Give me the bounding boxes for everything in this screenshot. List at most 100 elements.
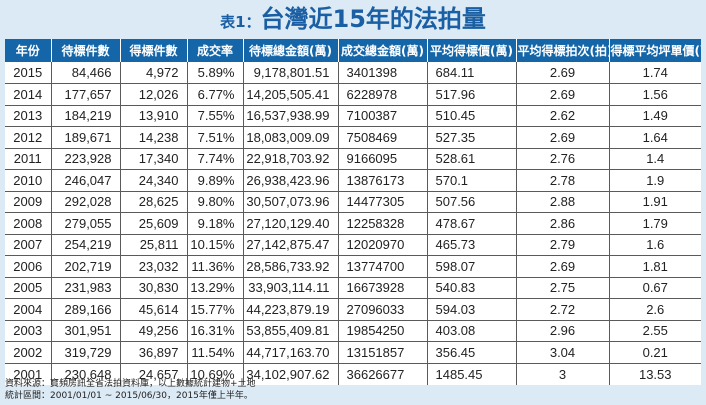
table-cell: 7508469 [337,126,427,148]
table-cell: 84,466 [50,62,120,84]
table-cell: 279,055 [50,212,120,234]
table-cell: 2014 [5,83,51,105]
table-row: 2013 184,219 13,910 7.55% 16,537,938.99 71003… [5,104,701,127]
table-cell: 49,256 [119,319,187,342]
table-cell: 292,028 [50,190,120,213]
table-cell: 3.04 [515,341,609,363]
table-cell: 2.76 [515,147,609,170]
table-cell: 177,657 [50,83,120,105]
table-cell: 22,918,703.92 [242,147,338,170]
table-cell: 13876173 [337,169,427,191]
table-cell: 12,026 [119,83,187,105]
table-cell: 14,205,505.41 [242,83,338,105]
table-cell: 2.96 [515,319,609,342]
table-cell: 2008 [5,212,51,234]
table-cell: 2013 [5,104,51,127]
table-cell: 2.88 [515,190,609,213]
column-header: 待標總金額(萬) [242,39,338,62]
table-row: 2009 292,028 28,625 9.80% 30,507,073.96 14477… [5,190,701,213]
table-cell: 13.53 [608,362,701,385]
table-cell: 25,609 [119,212,187,234]
table-cell: 12258328 [337,212,427,234]
table-cell: 2.69 [515,62,609,84]
table-row: 2011 223,928 17,340 7.74% 22,918,703.92 91660… [5,147,701,170]
table-cell: 34,102,907.62 [242,362,338,385]
table-cell: 44,717,163.70 [242,341,338,363]
column-header: 待標件數 [50,39,120,62]
table-cell: 2006 [5,255,51,277]
table-row: 2008 279,055 25,609 9.18% 27,120,129.40 12258… [5,212,701,234]
table-cell: 13151857 [337,341,427,363]
table-cell: 2.79 [515,233,609,256]
table-cell: 517.96 [426,83,516,105]
table-cell: 28,586,733.92 [242,255,338,277]
table-row: 2015 84,466 4,972 5.89% 9,178,801.51 3401398 6… [5,62,701,84]
table-cell: 15.77% [186,298,243,320]
table-cell: 0.21 [608,341,701,363]
table-cell: 2001 [5,362,51,385]
table-cell: 6228978 [337,83,427,105]
table-cell: 5.89% [186,62,243,84]
table-cell: 319,729 [50,341,120,363]
table-cell: 44,223,879.19 [242,298,338,320]
table-cell: 254,219 [50,233,120,256]
column-header: 年份 [5,39,51,62]
table-cell: 2003 [5,319,51,342]
table-cell: 1.91 [608,190,701,213]
table-cell: 14477305 [337,190,427,213]
table-cell: 184,219 [50,104,120,127]
table-row: 2007 254,219 25,811 10.15% 27,142,875.47 1202… [5,233,701,256]
table-row: 2005 231,983 30,830 13.29% 33,903,114.11 1667… [5,276,701,299]
table-cell: 16673928 [337,276,427,299]
table-cell: 465.73 [426,233,516,256]
table-cell: 2.72 [515,298,609,320]
table-cell: 2002 [5,341,51,363]
table-cell: 1485.45 [426,362,516,385]
table-row: 2010 246,047 24,340 9.89% 26,938,423.96 13876… [5,169,701,191]
table-cell: 1.6 [608,233,701,256]
table-cell: 3401398 [337,62,427,84]
table-cell: 9.89% [186,169,243,191]
table-cell: 1.4 [608,147,701,170]
table-cell: 2015 [13,65,43,80]
table-cell: 403.08 [426,319,516,342]
table-cell: 289,166 [50,298,120,320]
table-cell: 1.79 [608,212,701,234]
table-cell: 6.77% [186,83,243,105]
table-cell: 28,625 [119,190,187,213]
table-cell: 23,032 [119,255,187,277]
table-cell: 1.9 [608,169,701,191]
table-cell: 2.6 [608,298,701,320]
table-cell: 2.78 [515,169,609,191]
table-cell: 4,972 [119,62,187,84]
table-cell: 1.49 [608,104,701,127]
table-cell: 2004 [5,298,51,320]
table-cell: 2.55 [608,319,701,342]
table-cell: 2005 [5,276,51,299]
table-cell: 202,719 [50,255,120,277]
table-cell: 230,648 [50,362,120,385]
table-cell: 16.31% [186,319,243,342]
table-cell: 510.45 [426,104,516,127]
table-cell: 507.56 [426,190,516,213]
table-cell: 570.1 [426,169,516,191]
table-cell: 1.64 [608,126,701,148]
table-row: 2003 301,951 49,256 16.31% 53,855,409.81 1985… [5,319,701,342]
table-cell: 26,938,423.96 [242,169,338,191]
table-cell: 19854250 [337,319,427,342]
table-cell: 2012 [5,126,51,148]
table-cell: 246,047 [50,169,120,191]
table-cell: 7.55% [186,104,243,127]
table-cell: 9,178,801.51 [242,62,338,84]
table-row: 2001 230,648 24,657 10.69% 34,102,907.62 3662… [5,362,701,385]
table-cell: 0.67 [608,276,701,299]
table-cell: 33,903,114.11 [242,276,338,299]
table-cell: 684.11 [426,62,516,84]
table-cell: 528.61 [426,147,516,170]
column-header: 成交率 [186,39,243,62]
table-cell: 27096033 [337,298,427,320]
table-row: 2012 189,671 14,238 7.51% 18,083,009.09 75084… [5,126,701,148]
table-cell: 12020970 [337,233,427,256]
table-cell: 24,657 [119,362,187,385]
table-cell: 540.83 [426,276,516,299]
